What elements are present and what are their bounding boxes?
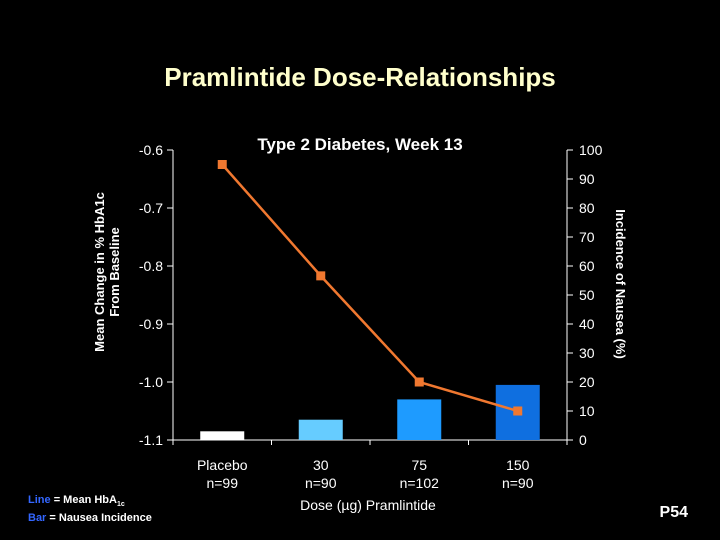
right-tick-label: 100 bbox=[579, 142, 603, 158]
chart-title: Type 2 Diabetes, Week 13 bbox=[257, 135, 462, 154]
right-axis-ticks: 0 10 20 30 40 50 60 70 80 90 100 bbox=[567, 142, 603, 448]
left-axis-label: Mean Change in % HbA1cFrom Baseline bbox=[92, 192, 122, 352]
right-tick-label: 0 bbox=[579, 432, 587, 448]
bars bbox=[200, 384, 540, 440]
category-label: 75 bbox=[411, 457, 427, 473]
right-tick-label: 70 bbox=[579, 229, 595, 245]
left-tick-label: -0.8 bbox=[139, 258, 163, 274]
right-tick-label: 60 bbox=[579, 258, 595, 274]
slide-title: Pramlintide Dose-Relationships bbox=[164, 62, 556, 92]
slide-code: P54 bbox=[659, 504, 688, 521]
left-tick-label: -0.9 bbox=[139, 316, 163, 332]
legend-bar-key: Bar bbox=[28, 512, 47, 524]
left-tick-label: -0.7 bbox=[139, 200, 163, 216]
legend-line-entry: Line = Mean HbA1c bbox=[28, 494, 125, 508]
right-tick-label: 40 bbox=[579, 316, 595, 332]
nausea-bar bbox=[397, 399, 442, 440]
left-tick-label: -1.0 bbox=[139, 374, 163, 390]
legend-bar-entry: Bar = Nausea Incidence bbox=[28, 512, 152, 524]
right-tick-label: 20 bbox=[579, 374, 595, 390]
hba1c-point bbox=[316, 271, 326, 281]
category-label: n=102 bbox=[400, 475, 440, 491]
legend-line-text: = Mean HbA bbox=[53, 494, 117, 506]
category-labels: Placebo n=99 30 n=90 75 n=102 150 n=90 bbox=[197, 457, 534, 491]
category-label: n=90 bbox=[502, 475, 534, 491]
legend-line-subscript: 1c bbox=[116, 501, 125, 509]
hba1c-point bbox=[513, 406, 523, 416]
left-axis-ticks: -0.6 -0.7 -0.8 -0.9 -1.0 -1.1 bbox=[139, 142, 173, 448]
category-label: 150 bbox=[506, 457, 530, 473]
right-axis-label: Incidence of Nausea (%) bbox=[613, 209, 628, 359]
hba1c-line bbox=[221, 163, 519, 413]
nausea-bar bbox=[200, 431, 245, 440]
hba1c-point bbox=[217, 160, 227, 169]
right-tick-label: 90 bbox=[579, 171, 595, 187]
hba1c-line-series bbox=[217, 160, 523, 416]
x-axis-ticks bbox=[172, 440, 568, 445]
left-axis-label-line: Mean Change in % HbA1c bbox=[92, 192, 107, 352]
category-label: Placebo bbox=[197, 457, 248, 473]
left-tick-label: -0.6 bbox=[139, 142, 163, 158]
category-label: n=99 bbox=[206, 475, 238, 491]
category-label: 30 bbox=[313, 457, 329, 473]
right-tick-label: 10 bbox=[579, 403, 595, 419]
left-tick-label: -1.1 bbox=[139, 432, 163, 448]
nausea-bar bbox=[298, 419, 343, 440]
right-tick-label: 50 bbox=[579, 287, 595, 303]
category-label: n=90 bbox=[305, 475, 337, 491]
legend-bar-text: = Nausea Incidence bbox=[49, 512, 152, 524]
right-tick-label: 80 bbox=[579, 200, 595, 216]
legend-line-key: Line bbox=[28, 494, 51, 506]
hba1c-point bbox=[414, 377, 424, 387]
x-axis-label: Dose (µg) Pramlintide bbox=[300, 497, 436, 513]
left-axis-label-line: From Baseline bbox=[107, 227, 122, 317]
right-tick-label: 30 bbox=[579, 345, 595, 361]
